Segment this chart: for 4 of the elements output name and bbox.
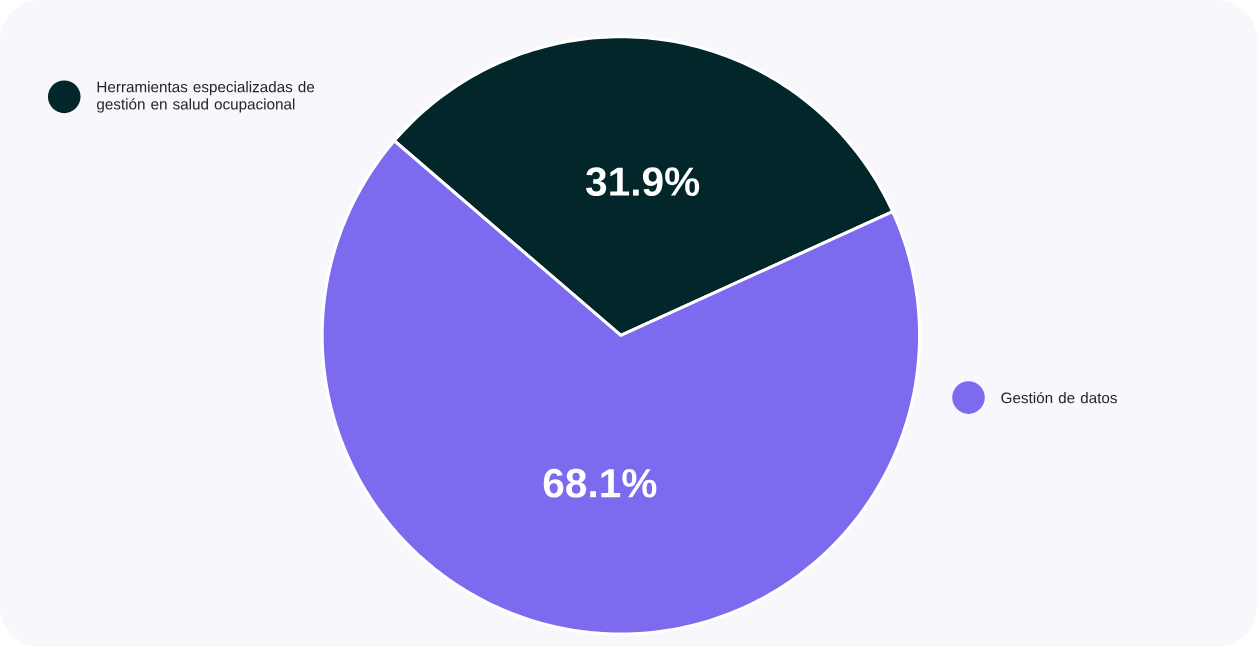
legend-label: Herramientas especializadas de gestión en salud ocupacional (97, 80, 315, 113)
data-label: 68.1% (543, 468, 657, 498)
data-label: 31.9% (586, 167, 700, 196)
legend-label: Gestión de datos (1001, 391, 1117, 404)
